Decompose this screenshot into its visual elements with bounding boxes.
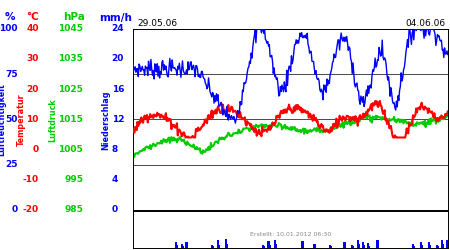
Bar (302, 241, 304, 248)
Bar (413, 246, 415, 248)
Bar (330, 246, 332, 248)
Bar (442, 244, 444, 248)
Text: Niederschlag: Niederschlag (101, 90, 110, 150)
Bar (343, 242, 346, 248)
Bar (436, 246, 439, 248)
Bar (268, 245, 270, 248)
Text: mm/h: mm/h (99, 12, 132, 22)
Bar (176, 245, 178, 248)
Bar (185, 242, 188, 248)
Bar (441, 240, 443, 248)
Bar (267, 241, 270, 248)
Bar (274, 244, 277, 248)
Text: hPa: hPa (63, 12, 85, 22)
Text: -10: -10 (22, 175, 39, 184)
Bar (181, 246, 184, 248)
Text: 50: 50 (5, 115, 18, 124)
Bar (376, 240, 378, 248)
Bar (225, 244, 228, 248)
Text: 30: 30 (26, 54, 39, 64)
Text: Luftfeuchtigkeit: Luftfeuchtigkeit (0, 84, 7, 156)
Text: 0: 0 (112, 206, 118, 214)
Bar (420, 242, 422, 248)
Bar (314, 246, 316, 248)
Text: 0: 0 (12, 206, 18, 214)
Bar (428, 242, 430, 248)
Bar (211, 245, 213, 248)
Bar (186, 245, 189, 248)
Bar (357, 244, 360, 248)
Text: 29.05.06: 29.05.06 (137, 18, 177, 28)
Bar (436, 244, 438, 248)
Bar (368, 246, 370, 248)
Bar (212, 246, 214, 248)
Text: 995: 995 (64, 175, 83, 184)
Text: 1035: 1035 (58, 54, 83, 64)
Bar (175, 242, 177, 248)
Bar (217, 240, 219, 248)
Text: -20: -20 (22, 206, 39, 214)
Text: %: % (4, 12, 15, 22)
Text: 1005: 1005 (58, 145, 83, 154)
Bar (363, 245, 365, 248)
Text: 1015: 1015 (58, 115, 83, 124)
Text: 8: 8 (112, 145, 118, 154)
Text: 75: 75 (5, 70, 18, 78)
Bar (412, 244, 414, 248)
Bar (420, 245, 423, 248)
Text: 985: 985 (64, 206, 83, 214)
Text: Luftdruck: Luftdruck (49, 98, 58, 142)
Text: 1025: 1025 (58, 85, 83, 94)
Bar (302, 245, 305, 248)
Text: 40: 40 (26, 24, 39, 33)
Bar (362, 242, 364, 248)
Bar (344, 245, 346, 248)
Bar (367, 243, 369, 248)
Bar (428, 245, 431, 248)
Text: 20: 20 (26, 85, 39, 94)
Bar (262, 245, 264, 248)
Text: 25: 25 (5, 160, 18, 169)
Bar (352, 246, 354, 248)
Bar (446, 245, 449, 248)
Bar (218, 244, 220, 248)
Text: Erstellt: 10.01.2012 06:30: Erstellt: 10.01.2012 06:30 (250, 232, 331, 237)
Text: 24: 24 (112, 24, 124, 33)
Text: 10: 10 (26, 115, 39, 124)
Bar (356, 240, 359, 248)
Bar (446, 240, 448, 248)
Text: 4: 4 (112, 175, 118, 184)
Bar (351, 245, 353, 248)
Text: 16: 16 (112, 85, 124, 94)
Text: °C: °C (26, 12, 39, 22)
Bar (313, 244, 315, 248)
Bar (225, 239, 227, 248)
Text: 20: 20 (112, 54, 124, 64)
Bar (263, 246, 265, 248)
Text: Temperatur: Temperatur (17, 94, 26, 146)
Text: 12: 12 (112, 115, 124, 124)
Bar (329, 245, 331, 248)
Text: 0: 0 (32, 145, 39, 154)
Text: 1045: 1045 (58, 24, 83, 33)
Text: 04.06.06: 04.06.06 (405, 18, 446, 28)
Bar (180, 244, 183, 248)
Bar (377, 244, 379, 248)
Text: 100: 100 (0, 24, 18, 33)
Bar (274, 240, 276, 248)
